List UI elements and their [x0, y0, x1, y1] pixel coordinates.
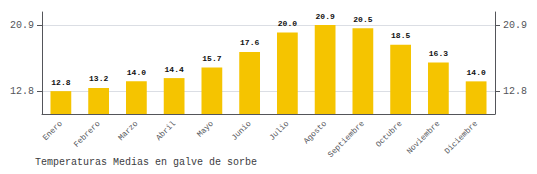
svg-text:18.5: 18.5	[391, 31, 410, 40]
svg-text:12.8: 12.8	[503, 86, 527, 97]
svg-text:Julio: Julio	[267, 119, 290, 142]
svg-text:Junio: Junio	[229, 119, 252, 142]
svg-text:Agosto: Agosto	[302, 119, 329, 146]
svg-text:20.9: 20.9	[10, 20, 34, 31]
svg-text:Diciembre: Diciembre	[442, 119, 479, 156]
svg-text:14.0: 14.0	[127, 68, 146, 77]
svg-text:12.8: 12.8	[51, 78, 70, 87]
svg-text:20.9: 20.9	[316, 12, 335, 21]
svg-text:Temperaturas Medias en galve d: Temperaturas Medias en galve de sorbe	[35, 157, 257, 168]
svg-text:15.7: 15.7	[202, 54, 221, 63]
svg-text:13.2: 13.2	[89, 74, 108, 83]
svg-text:14.0: 14.0	[467, 68, 486, 77]
svg-text:16.3: 16.3	[429, 49, 448, 58]
svg-text:Septiembre: Septiembre	[326, 119, 366, 159]
svg-text:Noviembre: Noviembre	[405, 119, 442, 156]
svg-text:20.9: 20.9	[503, 20, 527, 31]
svg-text:Octubre: Octubre	[374, 119, 404, 149]
svg-text:14.4: 14.4	[165, 65, 184, 74]
svg-text:20.5: 20.5	[353, 15, 372, 24]
svg-text:17.6: 17.6	[240, 38, 259, 47]
svg-text:Marzo: Marzo	[116, 119, 139, 142]
svg-text:20.0: 20.0	[278, 19, 297, 28]
svg-text:Febrero: Febrero	[72, 119, 102, 149]
svg-text:Abril: Abril	[154, 119, 177, 142]
svg-text:12.8: 12.8	[10, 86, 34, 97]
svg-text:Mayo: Mayo	[195, 119, 215, 139]
svg-text:Enero: Enero	[41, 119, 64, 142]
